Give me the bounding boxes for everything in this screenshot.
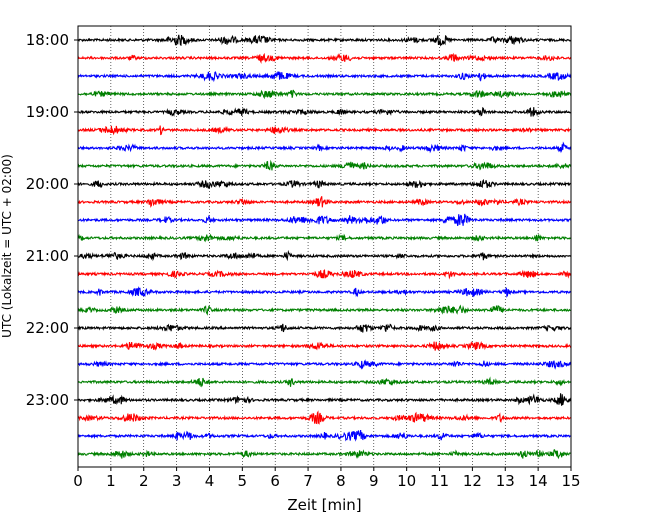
x-tick-label: 4 (205, 472, 215, 490)
trace-2130 (77, 286, 572, 298)
x-tick-label: 6 (270, 472, 280, 490)
x-tick-label: 14 (529, 472, 548, 490)
trace-2245 (77, 376, 572, 388)
x-tick-label: 11 (430, 472, 449, 490)
x-axis-ticks: 0 1 2 3 4 5 6 7 8 9 10 11 12 13 14 15 (73, 467, 581, 490)
trace-2145 (77, 304, 572, 316)
trace-2230 (77, 359, 572, 370)
trace-1800 (77, 34, 572, 47)
y-axis-ticks: 18:00 19:00 20:00 21:00 22:00 23:00 (26, 31, 78, 409)
x-axis-label: Zeit [min] (287, 496, 361, 514)
x-tick-label: 0 (73, 472, 83, 490)
trace-2200 (77, 323, 572, 333)
trace-2215 (77, 340, 572, 352)
x-tick-label: 2 (139, 472, 149, 490)
x-tick-label: 1 (106, 472, 116, 490)
y-tick-label: 18:00 (26, 31, 69, 49)
x-tick-label: 9 (369, 472, 379, 490)
trace-1930 (77, 141, 572, 154)
x-tick-label: 15 (561, 472, 580, 490)
y-tick-label: 23:00 (26, 391, 69, 409)
trace-2100 (77, 249, 572, 262)
y-tick-label: 22:00 (26, 319, 69, 337)
trace-2300 (77, 393, 572, 406)
trace-1815 (77, 52, 572, 65)
plot-frame (77, 25, 572, 468)
trace-2030 (77, 213, 572, 226)
trace-2000 (77, 178, 572, 190)
trace-1915 (77, 125, 572, 136)
trace-2330 (77, 430, 572, 442)
trace-1900 (77, 106, 572, 117)
y-tick-label: 20:00 (26, 175, 69, 193)
seismic-traces (77, 34, 572, 460)
trace-2115 (77, 269, 572, 280)
y-tick-label: 19:00 (26, 103, 69, 121)
trace-2045 (77, 233, 572, 243)
y-tick-label: 21:00 (26, 247, 69, 265)
x-tick-label: 3 (172, 472, 182, 490)
x-tick-label: 12 (463, 472, 482, 490)
trace-1845 (77, 89, 572, 100)
y-axis-label: UTC (Lokalzeit = UTC + 02:00) (0, 154, 14, 338)
x-tick-label: 8 (336, 472, 346, 490)
trace-2345 (77, 449, 572, 460)
trace-2015 (77, 196, 572, 208)
trace-1945 (77, 159, 572, 171)
x-tick-label: 5 (238, 472, 248, 490)
x-tick-label: 7 (303, 472, 313, 490)
x-tick-label: 13 (496, 472, 515, 490)
trace-2315 (77, 410, 572, 425)
trace-1830 (77, 71, 572, 83)
x-tick-label: 10 (397, 472, 416, 490)
